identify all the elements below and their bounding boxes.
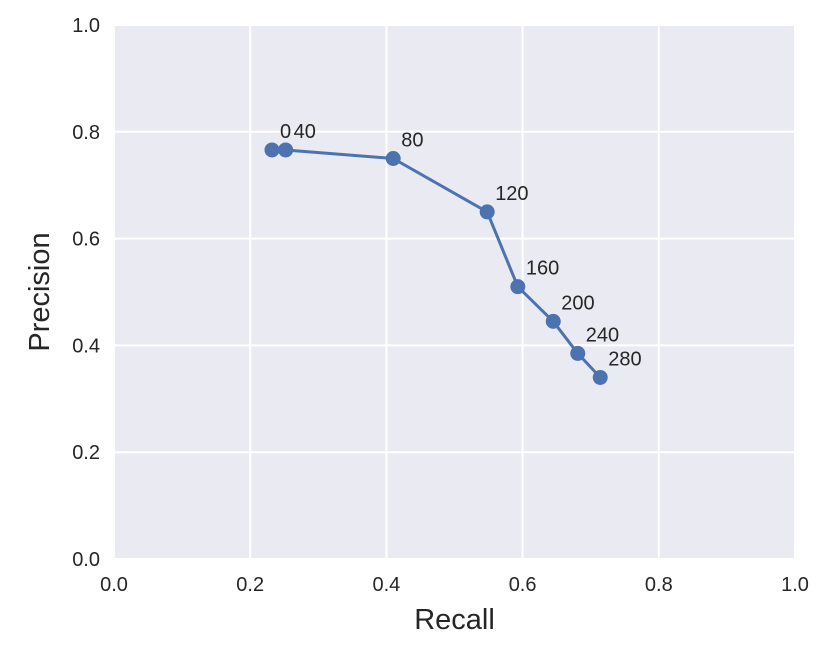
point-label: 240 — [586, 324, 619, 346]
x-tick-label: 0.4 — [372, 574, 400, 596]
point-label: 200 — [561, 292, 594, 314]
x-tick-label: 0.0 — [100, 574, 128, 596]
y-tick-labels: 0.0 0.2 0.4 0.6 0.8 1.0 — [72, 15, 100, 571]
y-tick-label: 0.6 — [72, 229, 100, 251]
x-tick-label: 0.2 — [236, 574, 264, 596]
point-label: 160 — [526, 258, 559, 280]
data-point — [592, 369, 608, 385]
data-point — [570, 345, 586, 361]
data-point — [479, 204, 495, 220]
x-axis-label: Recall — [414, 604, 495, 636]
plot-area — [114, 25, 795, 559]
x-tick-labels: 0.0 0.2 0.4 0.6 0.8 1.0 — [100, 574, 809, 596]
x-tick-label: 0.8 — [645, 574, 673, 596]
y-tick-label: 0.2 — [72, 442, 100, 464]
point-label: 120 — [495, 183, 528, 205]
data-point — [545, 313, 561, 329]
data-point — [278, 142, 294, 158]
y-tick-label: 0.0 — [72, 549, 100, 571]
data-point — [385, 151, 401, 166]
grid — [113, 24, 796, 560]
point-label: 80 — [401, 130, 423, 152]
x-tick-label: 0.6 — [509, 574, 537, 596]
y-tick-label: 1.0 — [72, 15, 100, 37]
y-axis-label: Precision — [24, 232, 56, 351]
point-label: 0 — [280, 121, 291, 143]
data-point — [510, 279, 526, 295]
y-tick-label: 0.4 — [72, 335, 100, 357]
point-label: 280 — [608, 348, 641, 370]
x-tick-label: 1.0 — [781, 574, 809, 596]
data-point — [264, 142, 280, 158]
point-label: 40 — [294, 121, 316, 143]
y-tick-label: 0.8 — [72, 122, 100, 144]
